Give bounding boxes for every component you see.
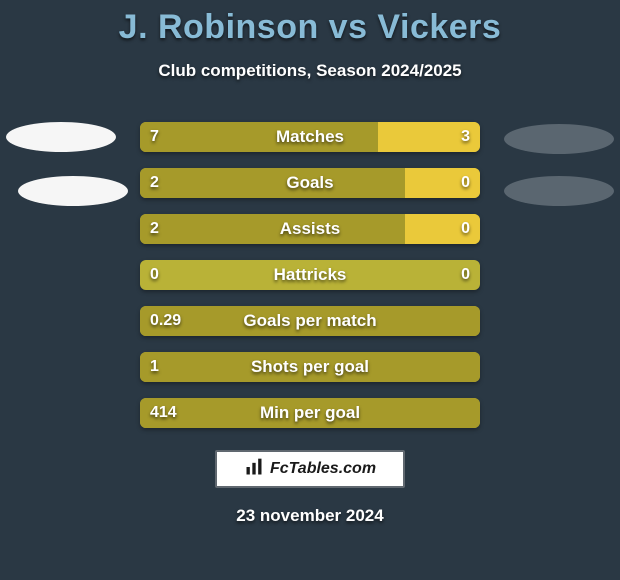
stat-value-right: 0 xyxy=(461,260,470,290)
player-right-badge-2 xyxy=(504,176,614,206)
bar-left xyxy=(140,306,480,336)
stat-value-left: 1 xyxy=(150,352,159,382)
stat-value-left: 0.29 xyxy=(150,306,181,336)
stat-value-left: 2 xyxy=(150,214,159,244)
comparison-chart: Matches73Goals20Assists20Hattricks00Goal… xyxy=(140,122,480,444)
stat-row: Shots per goal1 xyxy=(140,352,480,382)
bar-left xyxy=(140,214,405,244)
bar-left xyxy=(140,352,480,382)
stat-value-left: 414 xyxy=(150,398,177,428)
stat-value-right: 3 xyxy=(461,122,470,152)
stat-row: Assists20 xyxy=(140,214,480,244)
stat-row: Goals20 xyxy=(140,168,480,198)
stat-value-left: 7 xyxy=(150,122,159,152)
bar-left xyxy=(140,168,405,198)
player-right-badge-1 xyxy=(504,124,614,154)
stat-row: Matches73 xyxy=(140,122,480,152)
stat-value-left: 2 xyxy=(150,168,159,198)
stat-value-right: 0 xyxy=(461,168,470,198)
date-text: 23 november 2024 xyxy=(0,506,620,526)
stat-value-right: 0 xyxy=(461,214,470,244)
player-left-badge-1 xyxy=(6,122,116,152)
player-left-badge-2 xyxy=(18,176,128,206)
stat-row: Hattricks00 xyxy=(140,260,480,290)
stat-row: Goals per match0.29 xyxy=(140,306,480,336)
watermark: FcTables.com xyxy=(215,450,405,488)
page-title: J. Robinson vs Vickers xyxy=(0,0,620,47)
watermark-text: FcTables.com xyxy=(270,460,376,478)
stat-row: Min per goal414 xyxy=(140,398,480,428)
stat-value-left: 0 xyxy=(150,260,159,290)
bar-left xyxy=(140,122,378,152)
subtitle: Club competitions, Season 2024/2025 xyxy=(0,61,620,81)
bar-chart-icon xyxy=(244,457,264,482)
bar-left xyxy=(140,398,480,428)
